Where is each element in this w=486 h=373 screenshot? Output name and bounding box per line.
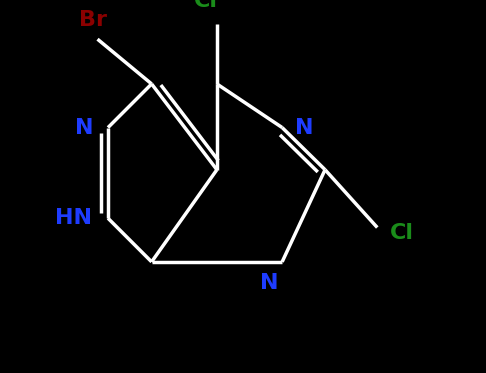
- Text: Br: Br: [79, 10, 107, 30]
- Text: Cl: Cl: [390, 223, 415, 243]
- Text: N: N: [75, 117, 94, 138]
- Text: N: N: [260, 273, 278, 293]
- Text: Cl: Cl: [194, 0, 218, 11]
- Text: HN: HN: [55, 208, 92, 228]
- Text: N: N: [295, 117, 314, 138]
